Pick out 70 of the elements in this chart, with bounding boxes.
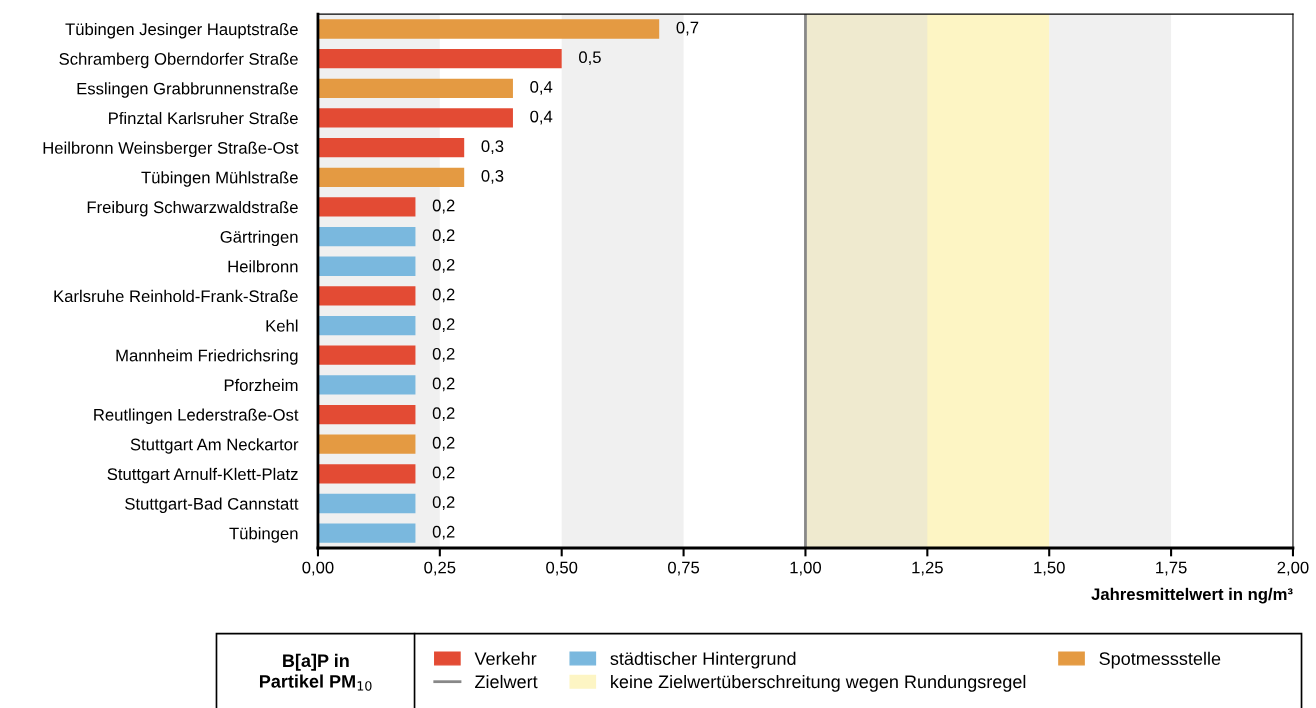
y-tick-label: Tübingen Jesinger Hauptstraße — [65, 22, 298, 39]
x-tick-label: 0,00 — [302, 561, 334, 576]
y-tick-label: Pfinztal Karlsruher Straße — [109, 111, 298, 125]
legend-label: Verkehr — [474, 651, 537, 666]
y-tick-label: Kehl — [266, 319, 298, 332]
legend-label: keine Zielwertüberschreitung wegen Rundungsregel — [611, 674, 1026, 692]
y-tick-label: Stuttgart-Bad Cannstatt — [125, 497, 299, 513]
x-tick-label: 1,50 — [1034, 561, 1065, 576]
data-label: 0,2 — [432, 318, 455, 332]
y-tick-label: Heilbronn — [228, 260, 298, 273]
bar — [317, 434, 416, 454]
data-label: 0,2 — [432, 466, 455, 481]
data-label: 0,3 — [481, 169, 504, 184]
bar — [317, 286, 416, 306]
x-tick-label: 1,25 — [912, 561, 943, 576]
data-label: 0,2 — [432, 258, 455, 273]
y-tick-label: Stuttgart Am Neckartor — [130, 438, 299, 454]
y-tick-label: Mannheim Friedrichsring — [116, 349, 298, 365]
x-tick-label: 1,75 — [1156, 561, 1187, 576]
y-tick-label: Schramberg Oberndorfer Straße — [59, 52, 298, 69]
y-tick-label: Reutlingen Lederstraße-Ost — [94, 408, 299, 425]
bar — [317, 167, 465, 187]
data-label: 0,2 — [432, 377, 455, 392]
data-label: 0,2 — [432, 288, 455, 303]
bar — [317, 137, 465, 158]
y-tick-label: Tübingen Mühlstraße — [141, 171, 298, 187]
y-tick-label: Pforzheim — [224, 378, 298, 392]
y-tick-label: Gärtringen — [220, 230, 298, 247]
data-label: 0,4 — [530, 110, 553, 125]
y-tick-label: Freiburg Schwarzwaldstraße — [87, 200, 298, 217]
bar — [317, 256, 416, 276]
y-tick-label: Heilbronn Weinsberger Straße-Ost — [43, 141, 299, 158]
bar — [317, 404, 416, 425]
y-tick-label: Karlsruhe Reinhold-Frank-Straße — [54, 289, 298, 303]
x-tick-label: 0,75 — [668, 561, 700, 576]
x-tick-label: 1,00 — [790, 561, 822, 576]
data-label: 0,2 — [432, 436, 455, 451]
bar — [317, 464, 416, 484]
bar — [317, 493, 416, 514]
y-tick-label: Stuttgart Arnulf-Klett-Platz — [107, 467, 298, 484]
bar — [317, 523, 416, 543]
bar — [317, 19, 660, 39]
legend-label: Zielwert — [475, 674, 538, 689]
bar — [317, 108, 513, 128]
data-label: 0,2 — [432, 229, 455, 244]
bar — [317, 315, 416, 336]
data-label: 0,3 — [481, 140, 504, 155]
data-label: 0,2 — [432, 525, 455, 540]
bar — [317, 197, 416, 217]
data-label: 0,5 — [579, 51, 601, 66]
y-tick-label: Tübingen — [229, 527, 298, 543]
x-tick-label: 0,50 — [546, 561, 578, 576]
x-tick-label: 2,00 — [1277, 561, 1309, 576]
bar — [317, 345, 416, 365]
legend-label: Spotmessstelle — [1099, 651, 1221, 669]
legend-label: städtischer Hintergrund — [610, 651, 796, 669]
bar — [317, 226, 416, 247]
bar — [317, 78, 513, 98]
data-label: 0,2 — [432, 407, 455, 421]
data-label: 0,2 — [432, 496, 455, 510]
data-label: 0,7 — [676, 21, 699, 36]
bar — [317, 375, 416, 395]
x-axis-title: Jahresmittelwert in ng/m³ — [1091, 587, 1293, 604]
legend-title: B[a]P in Partikel PM$_{10}$ — [259, 653, 372, 691]
data-label: 0,2 — [432, 347, 455, 362]
data-label: 0,4 — [530, 80, 553, 95]
bar — [317, 49, 562, 69]
data-label: 0,2 — [432, 199, 455, 214]
x-tick-label: 0,25 — [424, 561, 456, 576]
y-tick-label: Esslingen Grabbrunnenstraße — [77, 82, 298, 98]
